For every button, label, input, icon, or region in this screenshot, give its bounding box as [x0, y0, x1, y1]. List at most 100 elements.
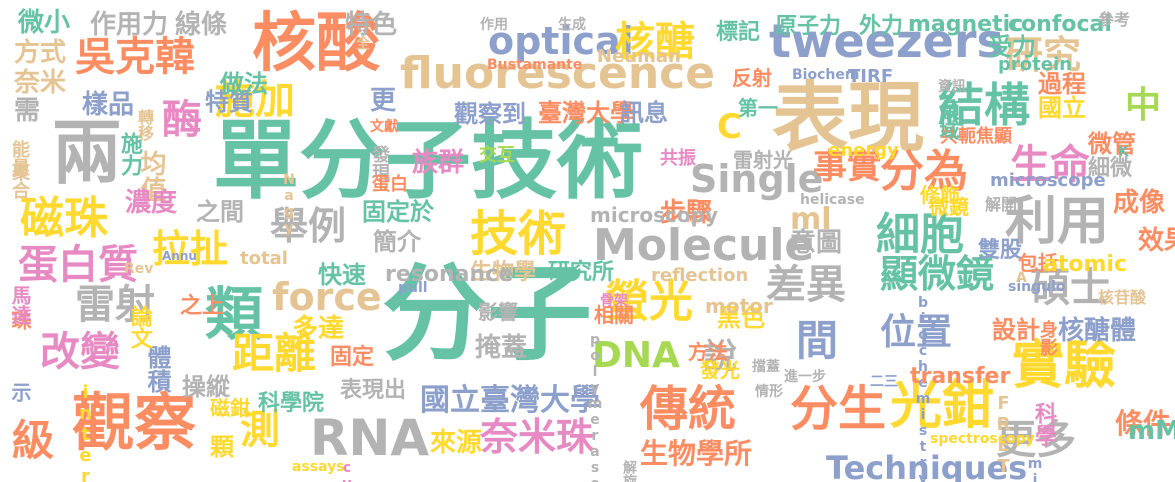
word-53: 生物學所: [640, 437, 753, 470]
word-172: Nagy: [281, 172, 297, 236]
word-48: 級: [12, 416, 55, 465]
word-25: optical: [488, 19, 634, 63]
word-65: 均值: [136, 150, 166, 202]
word-61: 微小: [18, 8, 71, 38]
word-140: 雙股: [978, 238, 1023, 263]
word-14: 類: [205, 280, 264, 348]
word-92: 設計: [992, 316, 1040, 344]
word-115: 做法: [220, 70, 268, 98]
word-116: 作用: [480, 17, 508, 33]
word-60: 特色: [345, 10, 398, 40]
word-20: 細胞: [876, 209, 964, 260]
word-132: 第一: [738, 96, 778, 120]
word-118: 標記: [716, 20, 761, 45]
word-16: 光鉗: [890, 376, 995, 436]
word-120: 外力: [859, 14, 904, 39]
word-68: 族群: [412, 148, 465, 178]
word-27: 研究: [1005, 33, 1082, 77]
word-34: 雷射: [75, 282, 155, 328]
word-103: 發光: [700, 358, 740, 382]
word-93: 核醣體: [1058, 316, 1137, 346]
word-133: energy: [828, 140, 899, 161]
word-18: 傳統: [640, 381, 737, 437]
word-130: 領域: [936, 100, 960, 140]
word-146: motor: [705, 294, 773, 318]
word-154: polymerase: [587, 332, 603, 482]
word-54: 掩蓋: [475, 333, 528, 363]
word-158: 二三: [870, 374, 898, 390]
word-131: protein: [998, 54, 1072, 75]
word-74: 步驟: [660, 198, 713, 228]
word-109: 論文: [127, 305, 152, 349]
word-100: 磁鉗: [210, 396, 250, 420]
word-149: total: [240, 248, 288, 269]
word-135: helicase: [800, 192, 865, 208]
word-129: 資訊: [938, 79, 966, 95]
word-50: Techniques: [826, 449, 1028, 482]
word-166: spectroscopy: [930, 431, 1035, 447]
word-163: assays: [292, 459, 345, 475]
word-126: 反射: [732, 66, 772, 90]
word-37: 奈米珠: [480, 415, 595, 459]
word-9: Molecule: [593, 220, 815, 271]
word-77: 觀察到: [454, 100, 526, 128]
word-35: 改變: [40, 329, 120, 375]
word-148: reflection: [651, 265, 749, 286]
word-96: 操縱: [182, 373, 230, 401]
word-111: 能量: [9, 140, 30, 176]
word-128: TIRF: [848, 66, 894, 87]
word-79: 訊息: [620, 99, 668, 127]
word-49: 碩士: [1030, 265, 1110, 311]
word-51: 說: [703, 337, 737, 377]
word-178: A: [1016, 270, 1027, 286]
word-80: 受力: [988, 33, 1036, 61]
word-169: 文獻: [370, 119, 398, 135]
word-69: 固定於: [362, 198, 434, 226]
word-38: 生命: [1010, 142, 1090, 188]
word-122: confocal: [1008, 12, 1112, 37]
word-76: 意圖: [790, 228, 843, 258]
word-91: 黑色: [717, 304, 765, 332]
word-67: 之間: [196, 198, 244, 226]
word-123: 參考: [1098, 10, 1131, 29]
word-153: 相關: [594, 303, 634, 327]
word-2: 表現: [772, 73, 924, 162]
word-57: 更: [370, 86, 397, 116]
word-173: 蛋白: [372, 174, 408, 195]
word-176: 全: [356, 36, 370, 52]
word-98: 表現出: [340, 378, 407, 403]
word-12: 利用: [1005, 192, 1110, 252]
word-144: 核苷酸: [1098, 288, 1147, 307]
word-106: 顆: [210, 433, 234, 461]
word-89: 多達: [292, 314, 345, 344]
word-87: 共振: [660, 148, 696, 169]
word-150: pull: [398, 280, 428, 296]
word-22: 螢光: [605, 276, 693, 327]
word-1: 分子: [382, 253, 593, 375]
word-119: 原子力: [775, 14, 842, 39]
word-157: 進一步: [784, 369, 826, 385]
word-36: 距離: [232, 329, 317, 378]
word-70: 簡介: [373, 228, 421, 256]
word-24: 吳克韓: [75, 34, 195, 80]
word-113: 施力: [117, 132, 142, 176]
word-62: 方式: [14, 38, 67, 68]
word-63: 奈米: [14, 68, 67, 98]
word-31: 位置: [880, 312, 953, 353]
word-45: 中: [1125, 85, 1162, 126]
word-90: 影響: [478, 300, 518, 324]
word-71: 快速: [318, 261, 366, 289]
word-33: 拉扯: [152, 227, 229, 271]
word-6: tweezers: [769, 14, 1004, 68]
word-32: 間: [796, 316, 839, 365]
word-159: transfer: [910, 364, 1011, 389]
word-151: 之上: [180, 294, 225, 319]
word-56: 特質: [205, 88, 253, 116]
word-11: force: [272, 275, 382, 319]
word-134: microscope: [990, 170, 1106, 191]
word-0: 單分子技術: [213, 111, 643, 211]
word-161: 科學: [1031, 402, 1056, 446]
word-73: 研究所: [548, 260, 615, 285]
word-170: 發現: [369, 145, 390, 181]
word-137: 解開: [985, 195, 1018, 214]
